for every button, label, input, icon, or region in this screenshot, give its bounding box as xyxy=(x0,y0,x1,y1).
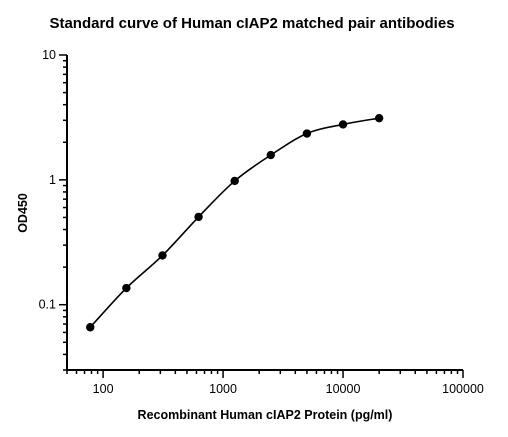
data-point xyxy=(86,323,95,332)
y-tick-label: 0.1 xyxy=(39,298,56,312)
fit-curve xyxy=(89,117,380,328)
x-tick-label: 100000 xyxy=(442,382,484,396)
y-tick-label: 10 xyxy=(42,48,56,62)
data-points xyxy=(86,113,384,332)
x-axis-ticks: 100 1000 10000 100000 xyxy=(66,370,484,396)
y-tick-label: 1 xyxy=(49,173,56,187)
x-axis-label: Recombinant Human cIAP2 Protein (pg/ml) xyxy=(138,408,393,422)
data-point xyxy=(374,113,384,123)
data-point xyxy=(266,150,276,160)
x-tick-label: 1000 xyxy=(209,382,237,396)
data-point xyxy=(194,212,203,222)
data-point xyxy=(338,120,348,129)
x-tick-label: 100 xyxy=(93,382,114,396)
data-point xyxy=(230,176,239,186)
chart-title: Standard curve of Human cIAP2 matched pa… xyxy=(49,15,454,32)
x-tick-label: 10000 xyxy=(326,382,361,396)
data-point xyxy=(302,129,312,138)
data-point xyxy=(122,283,131,293)
data-point xyxy=(158,251,167,260)
y-axis-label: OD450 xyxy=(16,193,30,233)
y-axis-ticks: 0.1 1 10 xyxy=(39,48,67,371)
